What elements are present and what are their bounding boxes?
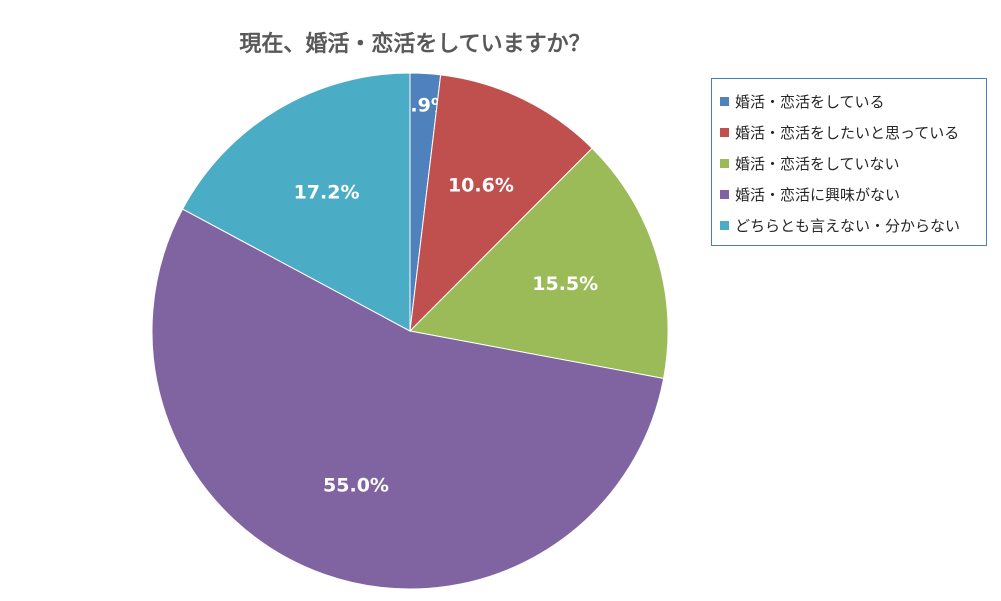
legend-label: どちらとも言えない・分からない	[735, 217, 961, 235]
legend-item-3: 婚活・恋活をしていない	[720, 148, 986, 179]
pie-slice-2	[409, 74, 593, 333]
legend-item-2: 婚活・恋活をしたいと思っている	[720, 117, 986, 148]
legend-item-4: 婚活・恋活に興味がない	[720, 179, 986, 210]
legend-swatch	[720, 159, 729, 168]
chart-title: 現在、婚活・恋活をしていますか？	[239, 32, 591, 57]
data-label-5: 17.2%	[294, 182, 360, 204]
pie-slice-5	[181, 72, 411, 332]
legend-swatch	[720, 221, 729, 230]
data-label-2: 10.6%	[448, 175, 514, 197]
pie-slice-4	[151, 208, 665, 590]
legend-item-5: どちらとも言えない・分からない	[720, 210, 986, 241]
legend-item-1: 婚活・恋活をしている	[720, 86, 986, 117]
legend-swatch	[720, 190, 729, 199]
legend-label: 婚活・恋活をしている	[735, 93, 885, 111]
data-label-4: 55.0%	[323, 474, 389, 496]
pie-slice-3	[408, 147, 669, 380]
legend-swatch	[720, 97, 729, 106]
chart-legend: 婚活・恋活をしている婚活・恋活をしたいと思っている 婚活・恋活をしていない 婚活・恋…	[711, 78, 987, 246]
legend-label: 婚活・恋活をしていない	[735, 155, 900, 173]
legend-label: 婚活・恋活に興味がない	[735, 186, 901, 204]
data-label-3: 15.5%	[532, 273, 598, 295]
legend-swatch	[720, 128, 729, 137]
legend-label: 婚活・恋活をしたいと思っている	[735, 124, 960, 142]
